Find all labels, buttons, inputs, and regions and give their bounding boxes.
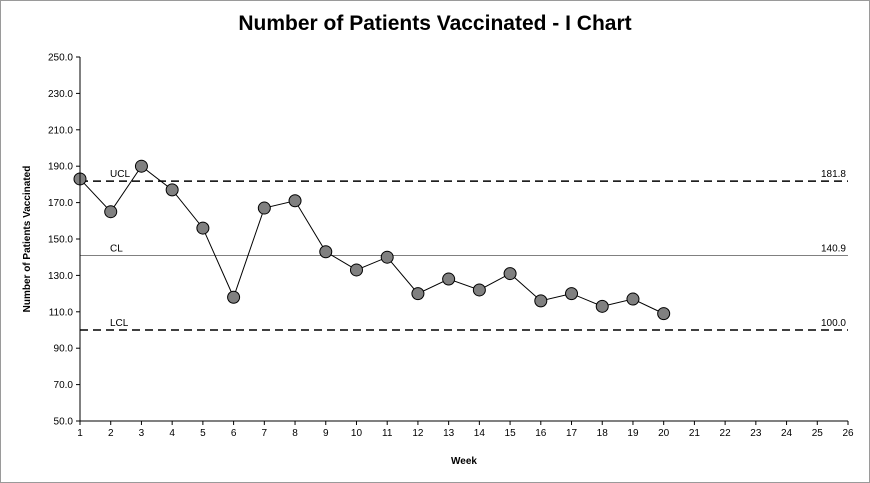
data-point <box>472 283 486 297</box>
x-tick-label: 8 <box>292 428 298 439</box>
data-point <box>227 290 241 304</box>
x-axis-title: Week <box>451 456 477 467</box>
y-tick-label: 170.0 <box>48 198 73 209</box>
data-point <box>595 299 609 313</box>
data-point <box>657 307 671 321</box>
x-tick-label: 6 <box>231 428 237 439</box>
data-point <box>442 272 456 286</box>
y-axis-title: Number of Patients Vaccinated <box>22 166 33 313</box>
y-tick-label: 250.0 <box>48 53 73 64</box>
cl-label: CL <box>110 244 123 255</box>
x-tick-label: 15 <box>505 428 517 439</box>
y-tick-label: 90.0 <box>54 344 74 355</box>
x-tick-label: 11 <box>382 428 393 439</box>
cl-value-label: 140.9 <box>821 244 846 255</box>
data-point <box>134 159 148 173</box>
x-tick-label: 14 <box>474 428 486 439</box>
data-point <box>626 292 640 306</box>
x-tick-label: 7 <box>262 428 268 439</box>
y-tick-label: 50.0 <box>54 417 74 428</box>
x-tick-label: 9 <box>323 428 329 439</box>
data-point <box>503 267 517 281</box>
x-tick-label: 5 <box>200 428 206 439</box>
y-tick-label: 210.0 <box>48 125 73 136</box>
x-tick-label: 22 <box>720 428 732 439</box>
data-point <box>380 250 394 264</box>
data-point <box>565 287 579 301</box>
x-tick-label: 19 <box>627 428 639 439</box>
y-tick-label: 70.0 <box>54 380 74 391</box>
y-tick-label: 230.0 <box>48 89 73 100</box>
x-tick-label: 24 <box>781 428 793 439</box>
data-point <box>411 287 425 301</box>
y-tick-label: 130.0 <box>48 271 73 282</box>
x-tick-label: 16 <box>535 428 547 439</box>
x-tick-label: 18 <box>597 428 609 439</box>
ucl-value-label: 181.8 <box>821 169 846 180</box>
x-tick-label: 10 <box>351 428 363 439</box>
x-tick-label: 13 <box>443 428 455 439</box>
chart-title: Number of Patients Vaccinated - I Chart <box>238 12 632 35</box>
x-tick-label: 17 <box>566 428 578 439</box>
x-tick-label: 25 <box>812 428 824 439</box>
y-tick-label: 150.0 <box>48 235 73 246</box>
data-point <box>104 205 118 219</box>
data-point <box>534 294 548 308</box>
data-point <box>165 183 179 197</box>
y-tick-label: 110.0 <box>49 307 74 318</box>
x-tick-label: 26 <box>842 428 854 439</box>
x-tick-label: 1 <box>77 428 83 439</box>
ucl-label: UCL <box>110 169 130 180</box>
data-point <box>288 194 302 208</box>
x-tick-label: 2 <box>108 428 114 439</box>
data-point <box>257 201 271 215</box>
x-tick-label: 23 <box>750 428 762 439</box>
x-tick-label: 21 <box>689 428 701 439</box>
y-tick-label: 190.0 <box>48 162 73 173</box>
x-tick-label: 12 <box>412 428 424 439</box>
x-tick-label: 3 <box>139 428 145 439</box>
x-tick-label: 4 <box>169 428 175 439</box>
data-point <box>349 263 363 277</box>
lcl-label: LCL <box>110 318 129 329</box>
data-point <box>319 245 333 259</box>
x-tick-label: 20 <box>658 428 670 439</box>
lcl-value-label: 100.0 <box>821 318 846 329</box>
data-point <box>196 221 210 235</box>
